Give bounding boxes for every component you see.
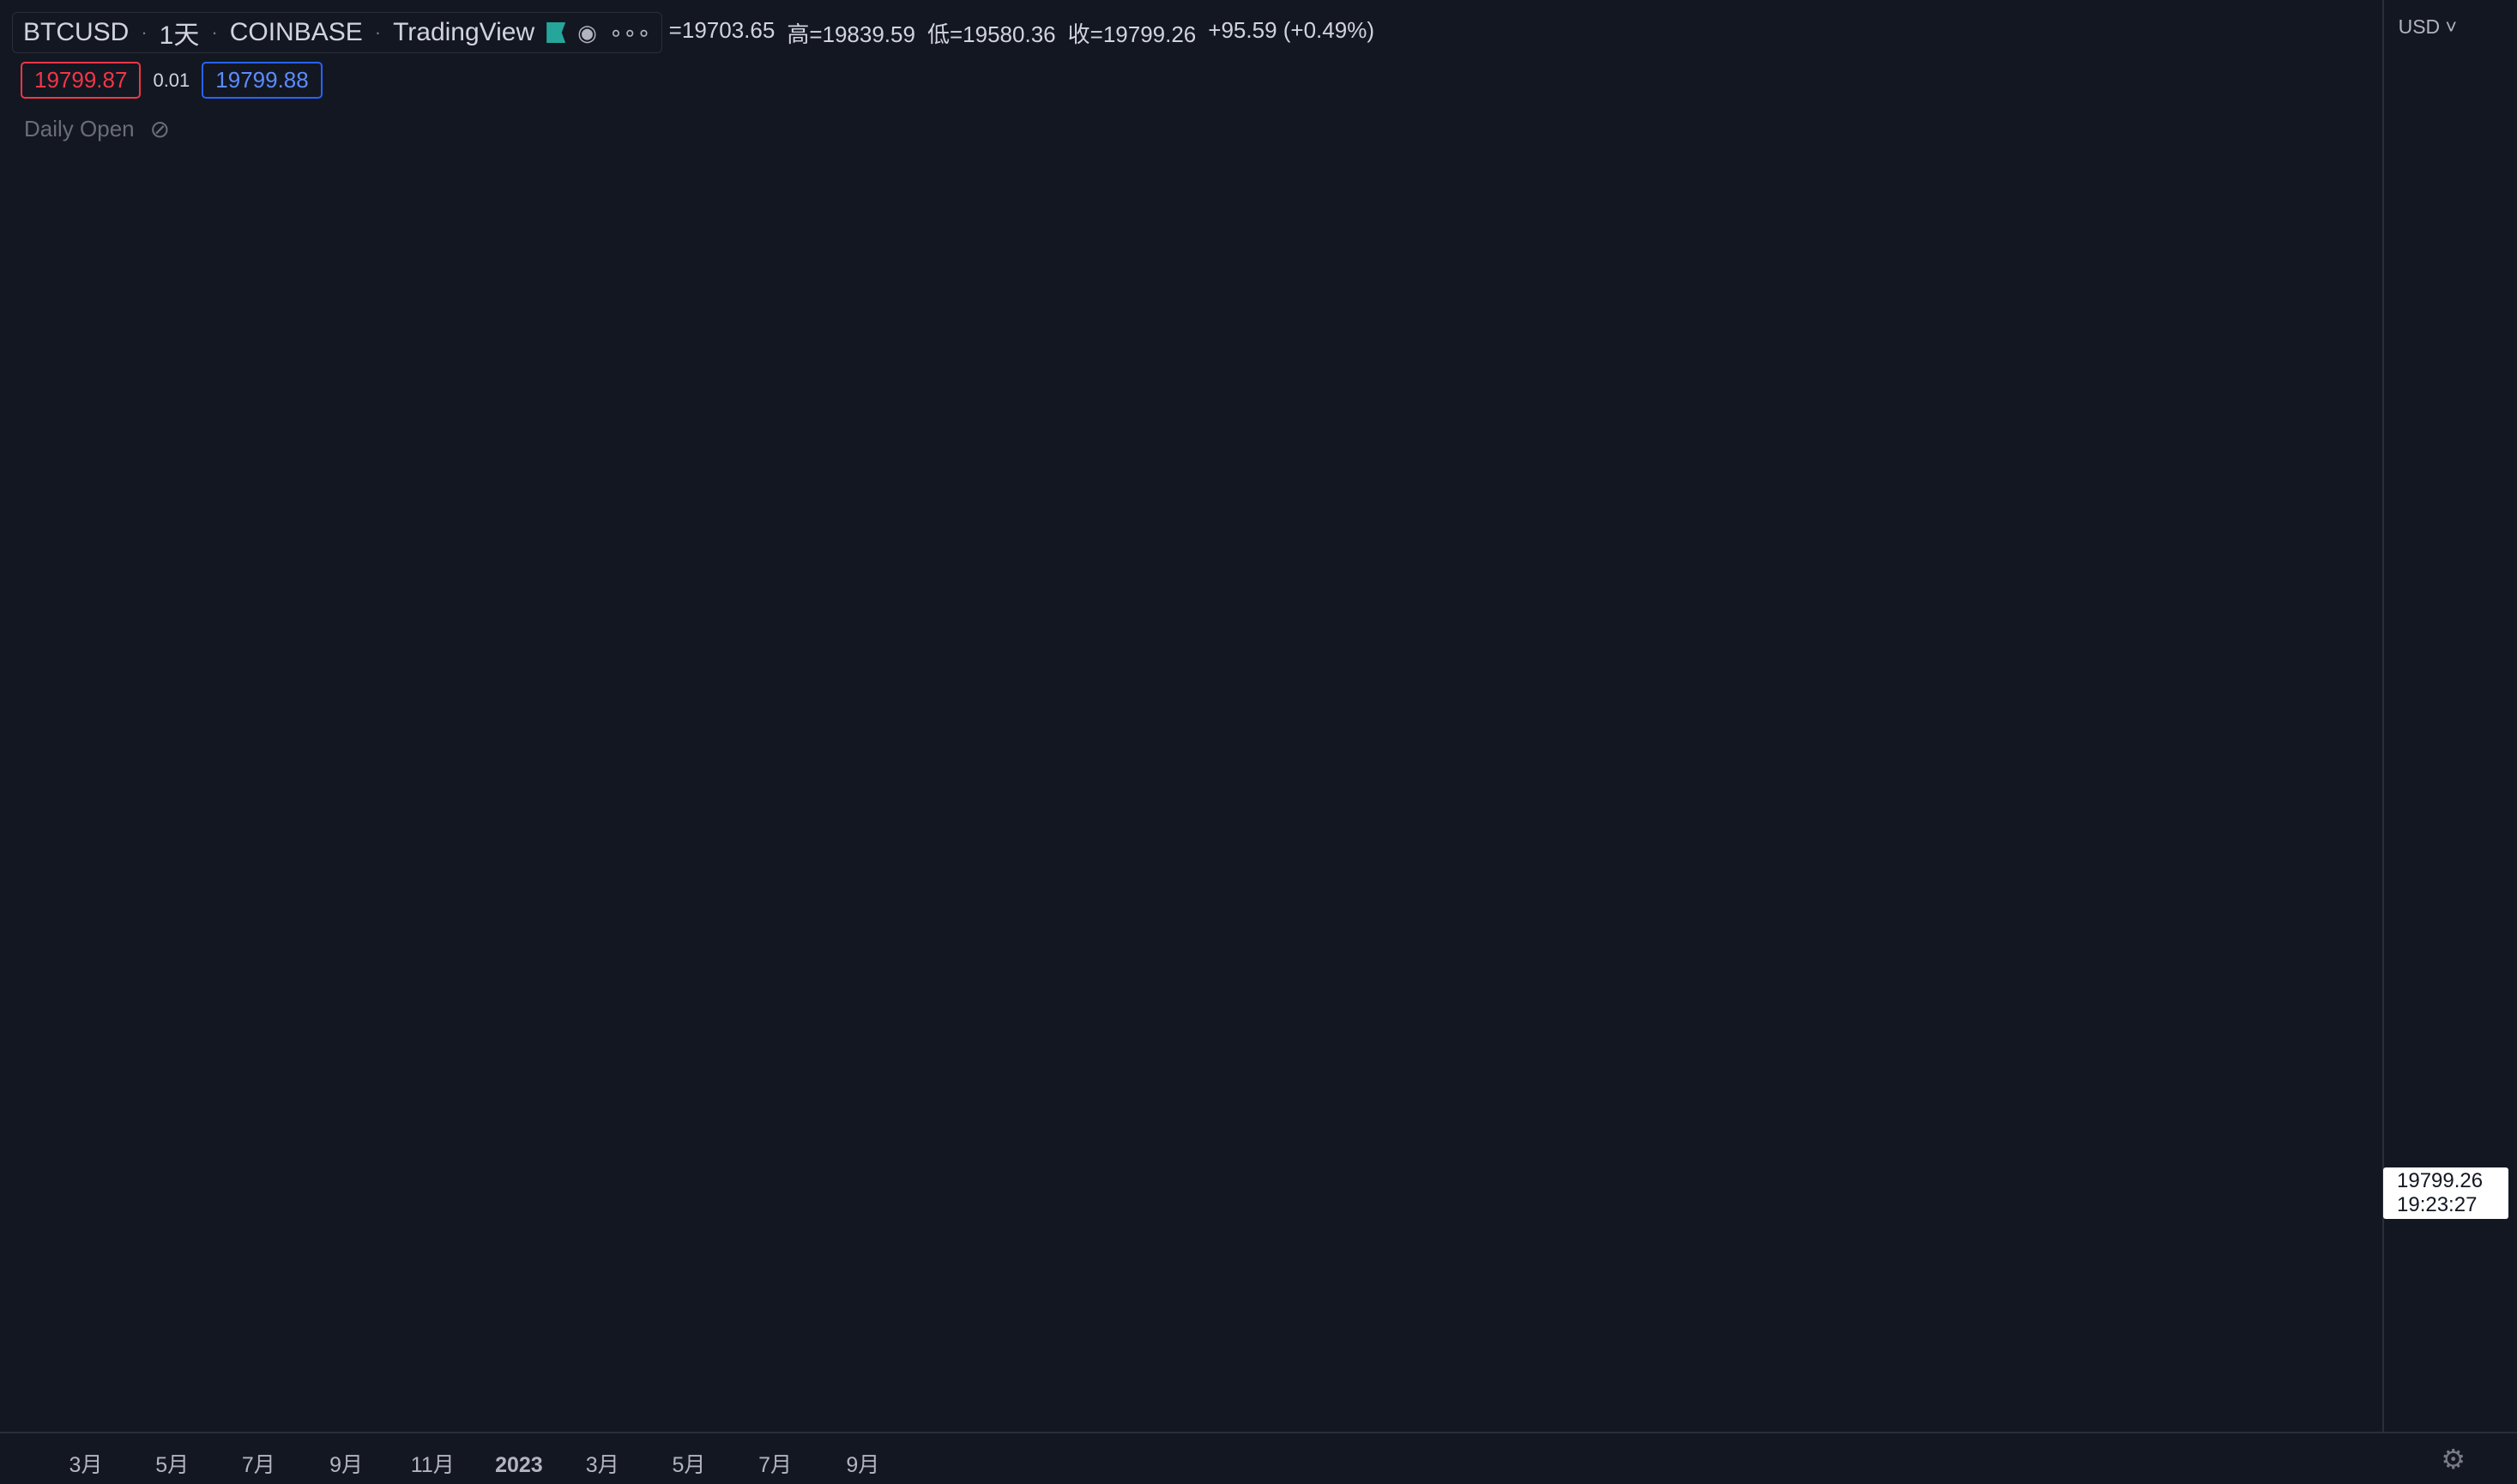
market-open-flag-icon — [546, 22, 566, 43]
change-value: +95.59 (+0.49%) — [1208, 16, 1374, 43]
x-tick-label: 11月 — [411, 1453, 455, 1477]
separator-dot: · — [374, 21, 382, 43]
eye-icon[interactable]: ◉ — [577, 19, 597, 45]
price-axis-panel — [2383, 0, 2517, 1484]
interval-label[interactable]: 1天 — [159, 21, 200, 50]
symbol-legend[interactable]: BTCUSD · 1天 · COINBASE · TradingView ◉ ∘… — [12, 12, 662, 53]
open-value: =19703.65 — [668, 16, 776, 43]
buy-price-button[interactable]: 19799.88 — [202, 62, 323, 99]
x-tick-label: 7月 — [242, 1453, 275, 1477]
sell-price-button[interactable]: 19799.87 — [21, 62, 142, 99]
more-options-icon[interactable]: ∘∘∘ — [608, 19, 651, 45]
low-value: =19580.36 — [949, 21, 1056, 47]
symbol-name[interactable]: BTCUSD — [23, 18, 130, 46]
ohlc-values: =19703.65 高=19839.59 低=19580.36 收=19799.… — [669, 17, 1374, 49]
high-value: =19839.59 — [809, 21, 915, 47]
low-label: 低 — [927, 21, 950, 47]
x-tick-label: 5月 — [672, 1453, 705, 1477]
separator-dot: · — [141, 21, 148, 43]
chart-header: BTCUSD · 1天 · COINBASE · TradingView ◉ ∘… — [12, 12, 1374, 53]
x-tick-label: 5月 — [155, 1453, 189, 1477]
close-value: =19799.26 — [1089, 21, 1197, 47]
eye-off-icon[interactable]: ⊘ — [149, 116, 171, 142]
currency-selector[interactable]: USD ˅ — [2398, 15, 2457, 38]
indicator-legend[interactable]: Daily Open ⊘ — [24, 115, 170, 143]
x-tick-label: 9月 — [329, 1453, 363, 1477]
exchange-label: COINBASE — [229, 18, 363, 46]
close-label: 收 — [1067, 21, 1090, 47]
bar-countdown: 19:23:27 — [2397, 1193, 2478, 1216]
last-price-value: 19799.26 — [2397, 1169, 2484, 1192]
spread-value: 0.01 — [153, 69, 190, 91]
x-tick-label: 9月 — [846, 1453, 879, 1477]
x-tick-label: 3月 — [69, 1453, 103, 1477]
x-tick-label: 2023 — [495, 1453, 543, 1477]
x-tick-label: 3月 — [586, 1453, 619, 1477]
last-price-label: 19799.26 19:23:27 — [2383, 1167, 2508, 1219]
source-label: TradingView — [393, 18, 535, 46]
gear-icon[interactable]: ⚙ — [2441, 1444, 2466, 1475]
x-tick-label: 7月 — [758, 1453, 792, 1477]
high-label: 高 — [787, 21, 810, 47]
separator-dot: · — [211, 21, 218, 43]
currency-label[interactable]: USD — [2398, 15, 2441, 38]
indicator-name[interactable]: Daily Open — [24, 116, 135, 142]
trade-buttons: 19799.87 0.01 19799.88 — [21, 62, 323, 99]
